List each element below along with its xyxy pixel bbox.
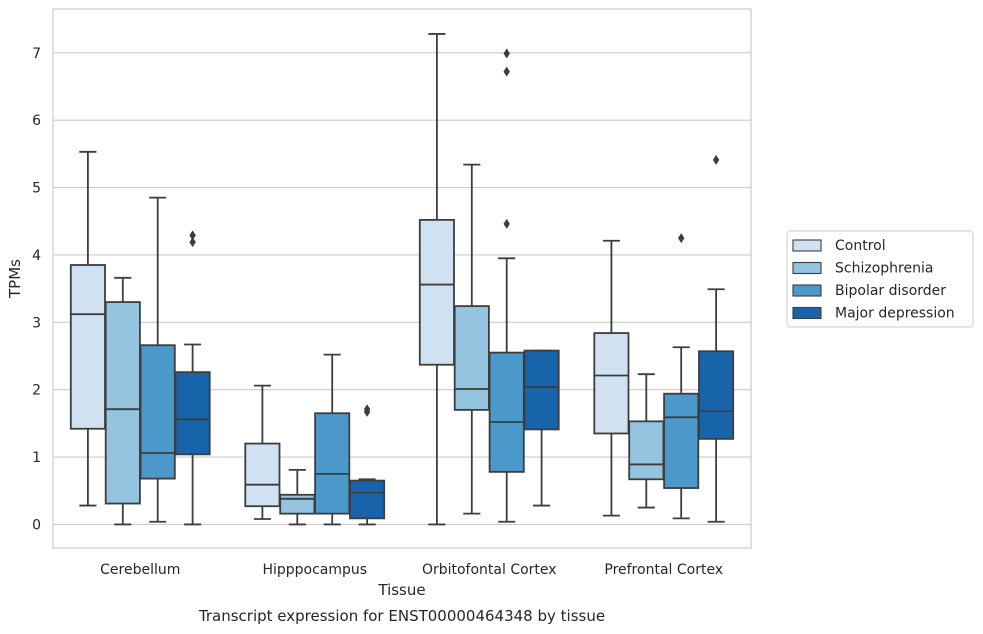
- legend-item: Control: [792, 238, 886, 254]
- outlier-point: [503, 48, 510, 59]
- box-group: [139, 196, 176, 523]
- legend-item: Major depression: [792, 306, 955, 322]
- box-group: [453, 163, 490, 515]
- iqr-box: [453, 305, 490, 411]
- outlier-point: [189, 237, 196, 248]
- legend-swatch: [792, 261, 822, 275]
- legend: Control Schizophrenia Bipolar disorder Majo…: [786, 230, 974, 328]
- y-tick-label: 5: [32, 181, 41, 197]
- legend-items: Control Schizophrenia Bipolar disorder Majo…: [792, 238, 955, 322]
- box-group: [244, 384, 281, 520]
- chart-caption: Transcript expression for ENST0000046434…: [198, 607, 605, 625]
- box-group: [523, 349, 560, 507]
- legend-item: Schizophrenia: [792, 261, 933, 277]
- outlier-point: [712, 154, 720, 165]
- y-tick-label: 1: [32, 450, 41, 466]
- box-group: [104, 276, 141, 526]
- box-group: [69, 150, 106, 507]
- x-axis-label: Tissue: [377, 581, 425, 599]
- iqr-box: [104, 301, 141, 505]
- iqr-box: [314, 412, 351, 515]
- iqr-box: [593, 332, 630, 435]
- box-group: [349, 404, 386, 526]
- legend-item: Bipolar disorder: [792, 283, 946, 299]
- iqr-box: [628, 420, 665, 481]
- iqr-box: [139, 344, 176, 480]
- outlier-point: [189, 230, 196, 241]
- box-group: [698, 154, 735, 523]
- box-group: [279, 468, 316, 526]
- box-group: [628, 373, 665, 509]
- plot-frame: [52, 8, 752, 549]
- y-tick-label: 2: [32, 383, 41, 399]
- legend-label: Schizophrenia: [835, 261, 933, 277]
- y-tick-labels: 0 1 2 3 4 5 6 7: [32, 46, 41, 534]
- y-tick-label: 6: [32, 113, 41, 129]
- y-tick-label: 0: [32, 517, 41, 533]
- x-tick-labels: Cerebellum Hipppocampus Orbitofontal Corte…: [100, 562, 723, 578]
- iqr-box: [174, 371, 211, 456]
- outlier-point: [363, 404, 371, 415]
- iqr-box: [418, 218, 455, 366]
- y-tick-label: 7: [32, 46, 41, 62]
- legend-label: Control: [835, 238, 886, 254]
- x-tick-label: Hipppocampus: [262, 562, 367, 578]
- iqr-box: [69, 264, 106, 430]
- y-tick-label: 4: [32, 248, 41, 264]
- iqr-box: [523, 349, 560, 431]
- outlier-point: [503, 66, 510, 77]
- legend-swatch: [792, 284, 822, 297]
- iqr-box: [349, 479, 386, 520]
- legend-frame: [786, 230, 974, 328]
- iqr-box: [244, 442, 281, 508]
- outlier-point: [503, 218, 510, 229]
- outlier-point: [678, 233, 685, 244]
- y-axis-label: TPMs: [6, 259, 24, 299]
- box-group: [663, 233, 700, 520]
- y-tick-label: 3: [32, 315, 41, 331]
- x-tick-label: Orbitofontal Cortex: [422, 562, 557, 578]
- box-group: [593, 239, 630, 517]
- iqr-box: [698, 350, 735, 440]
- box-group: [488, 48, 525, 523]
- legend-swatch: [792, 239, 822, 252]
- box-group: [314, 353, 351, 526]
- x-tick-label: Prefrontal Cortex: [604, 562, 723, 578]
- iqr-box: [663, 392, 700, 489]
- legend-swatch: [792, 306, 822, 320]
- legend-label: Bipolar disorder: [835, 283, 946, 299]
- box-group: [174, 230, 211, 526]
- iqr-box: [279, 493, 316, 515]
- legend-label: Major depression: [835, 306, 955, 322]
- box-group: [418, 33, 455, 526]
- box-marks: [69, 33, 735, 526]
- x-tick-label: Cerebellum: [100, 562, 180, 578]
- iqr-box: [488, 351, 525, 473]
